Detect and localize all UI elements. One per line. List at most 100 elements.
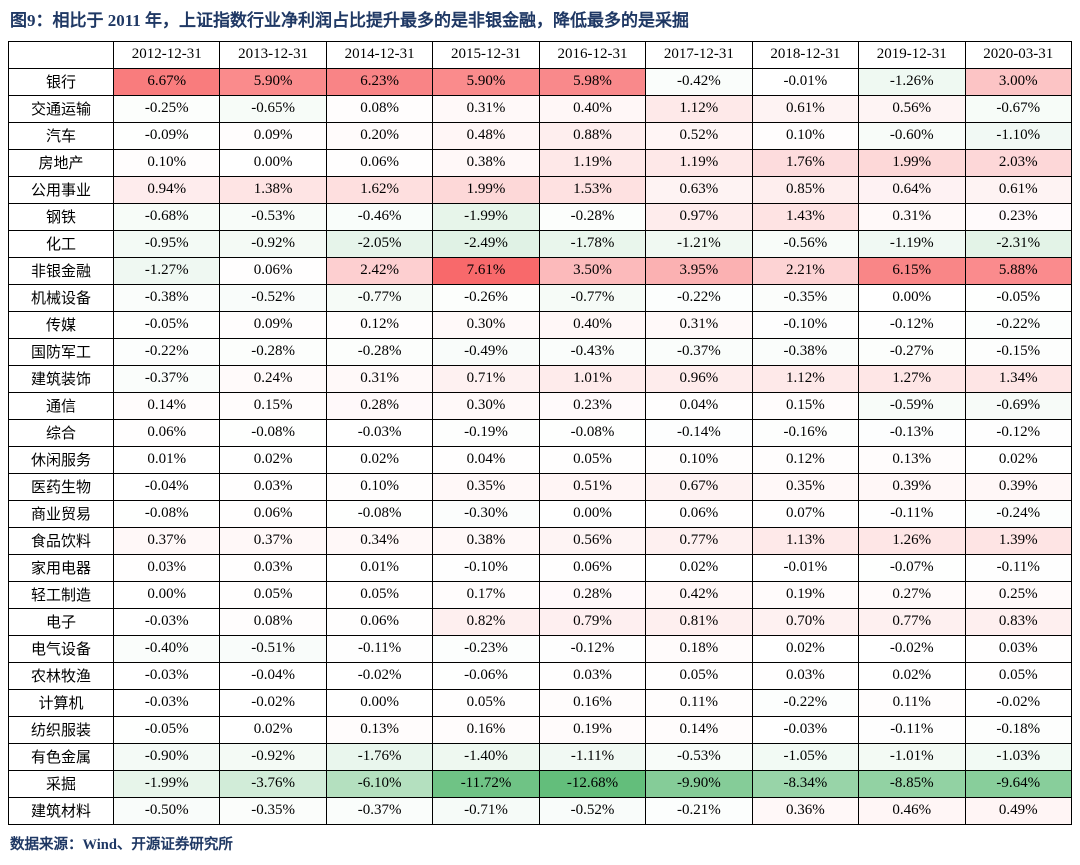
column-header: 2014-12-31 <box>325 40 434 69</box>
table-cell: -0.03% <box>112 607 221 636</box>
table-cell: 0.23% <box>964 202 1072 231</box>
table-row: 医药生物 -0.04% 0.03% 0.10% 0.35% 0.51% 0.67% 0.35%… <box>8 472 1072 501</box>
data-source: 数据来源：Wind、开源证券研究所 <box>10 836 233 853</box>
table-cell: 0.37% <box>112 526 221 555</box>
table-cell: 1.53% <box>538 175 647 204</box>
table-cell: -0.13% <box>858 418 966 447</box>
table-cell: -0.11% <box>964 553 1072 582</box>
row-label: 电气设备 <box>8 634 114 663</box>
table-cell: -0.02% <box>964 688 1072 717</box>
table-cell: -1.26% <box>858 67 966 96</box>
row-label: 交通运输 <box>8 94 114 123</box>
row-label: 机械设备 <box>8 283 114 312</box>
table-cell: 0.13% <box>858 445 966 474</box>
table-cell: -0.38% <box>751 337 860 366</box>
table-cell: -0.30% <box>432 499 540 528</box>
table-cell: 0.94% <box>112 175 221 204</box>
table-cell: -0.28% <box>219 337 327 366</box>
table-row: 房地产 0.10% 0.00% 0.06% 0.38% 1.19% 1.19% 1.76% 1.… <box>8 148 1072 177</box>
table-cell: 0.00% <box>538 499 647 528</box>
table-cell: 0.16% <box>538 688 647 717</box>
table-row: 有色金属 -0.90% -0.92% -1.76% -1.40% -1.11% -0.53%… <box>8 742 1072 771</box>
table-cell: 1.34% <box>964 364 1072 393</box>
table-cell: -8.85% <box>858 769 966 798</box>
table-cell: -0.59% <box>858 391 966 420</box>
table-cell: 6.67% <box>112 67 221 96</box>
table-cell: 0.28% <box>325 391 434 420</box>
table-cell: 0.11% <box>858 688 966 717</box>
table-cell: -0.03% <box>112 661 221 690</box>
row-label: 电子 <box>8 607 114 636</box>
column-header: 2017-12-31 <box>645 40 753 69</box>
table-cell: -0.60% <box>858 121 966 150</box>
table-cell: 0.38% <box>432 526 540 555</box>
table-cell: 0.07% <box>751 499 860 528</box>
table-cell: 1.12% <box>645 94 753 123</box>
table-cell: 0.13% <box>325 715 434 744</box>
row-label: 传媒 <box>8 310 114 339</box>
table-cell: -0.05% <box>964 283 1072 312</box>
table-cell: 0.04% <box>432 445 540 474</box>
table-cell: -0.15% <box>964 337 1072 366</box>
row-label: 家用电器 <box>8 553 114 582</box>
table-cell: -0.77% <box>325 283 434 312</box>
table-cell: -0.51% <box>219 634 327 663</box>
table-cell: 1.62% <box>325 175 434 204</box>
table-row: 传媒 -0.05% 0.09% 0.12% 0.30% 0.40% 0.31% -0.10% -… <box>8 310 1072 339</box>
table-cell: 0.96% <box>645 364 753 393</box>
table-cell: -0.02% <box>219 688 327 717</box>
header-row: 2012-12-31 2013-12-31 2014-12-31 2015-12-31… <box>8 40 1072 69</box>
table-cell: 0.10% <box>645 445 753 474</box>
row-label: 医药生物 <box>8 472 114 501</box>
table-cell: -0.56% <box>751 229 860 258</box>
table-cell: 2.42% <box>325 256 434 285</box>
table-cell: 0.14% <box>645 715 753 744</box>
table-row: 公用事业 0.94% 1.38% 1.62% 1.99% 1.53% 0.63% 0.85% 0… <box>8 175 1072 204</box>
table-cell: 0.06% <box>645 499 753 528</box>
table-cell: -0.52% <box>219 283 327 312</box>
table-cell: -1.99% <box>432 202 540 231</box>
table-cell: 0.23% <box>538 391 647 420</box>
table-cell: 0.03% <box>964 634 1072 663</box>
table-cell: -0.71% <box>432 796 540 825</box>
table-cell: 0.16% <box>432 715 540 744</box>
table-cell: -0.04% <box>219 661 327 690</box>
table-cell: 1.99% <box>432 175 540 204</box>
table-cell: -0.26% <box>432 283 540 312</box>
table-cell: -0.02% <box>325 661 434 690</box>
table-cell: 0.82% <box>432 607 540 636</box>
table-cell: 5.90% <box>432 67 540 96</box>
table-cell: -0.07% <box>858 553 966 582</box>
table-cell: -1.40% <box>432 742 540 771</box>
table-cell: -0.37% <box>325 796 434 825</box>
row-label: 采掘 <box>8 769 114 798</box>
table-cell: 0.08% <box>219 607 327 636</box>
table-cell: 0.03% <box>751 661 860 690</box>
row-label: 轻工制造 <box>8 580 114 609</box>
table-cell: -0.22% <box>112 337 221 366</box>
table-cell: 0.97% <box>645 202 753 231</box>
table-cell: -0.09% <box>112 121 221 150</box>
table-cell: 0.38% <box>432 148 540 177</box>
table-cell: 0.46% <box>858 796 966 825</box>
table-cell: -0.03% <box>751 715 860 744</box>
table-cell: -9.90% <box>645 769 753 798</box>
table-cell: 0.19% <box>538 715 647 744</box>
table-cell: 1.27% <box>858 364 966 393</box>
table-cell: -6.10% <box>325 769 434 798</box>
table-cell: -1.01% <box>858 742 966 771</box>
row-label: 公用事业 <box>8 175 114 204</box>
table-cell: -2.31% <box>964 229 1072 258</box>
table-cell: -0.22% <box>645 283 753 312</box>
table-cell: 0.00% <box>112 580 221 609</box>
table-cell: 1.38% <box>219 175 327 204</box>
table-cell: 0.04% <box>645 391 753 420</box>
table-cell: 0.08% <box>325 94 434 123</box>
table-cell: 7.61% <box>432 256 540 285</box>
table-cell: -8.34% <box>751 769 860 798</box>
table-cell: 3.95% <box>645 256 753 285</box>
table-cell: -0.37% <box>645 337 753 366</box>
table-cell: 0.77% <box>858 607 966 636</box>
table-cell: -0.52% <box>538 796 647 825</box>
table-cell: 0.02% <box>219 715 327 744</box>
